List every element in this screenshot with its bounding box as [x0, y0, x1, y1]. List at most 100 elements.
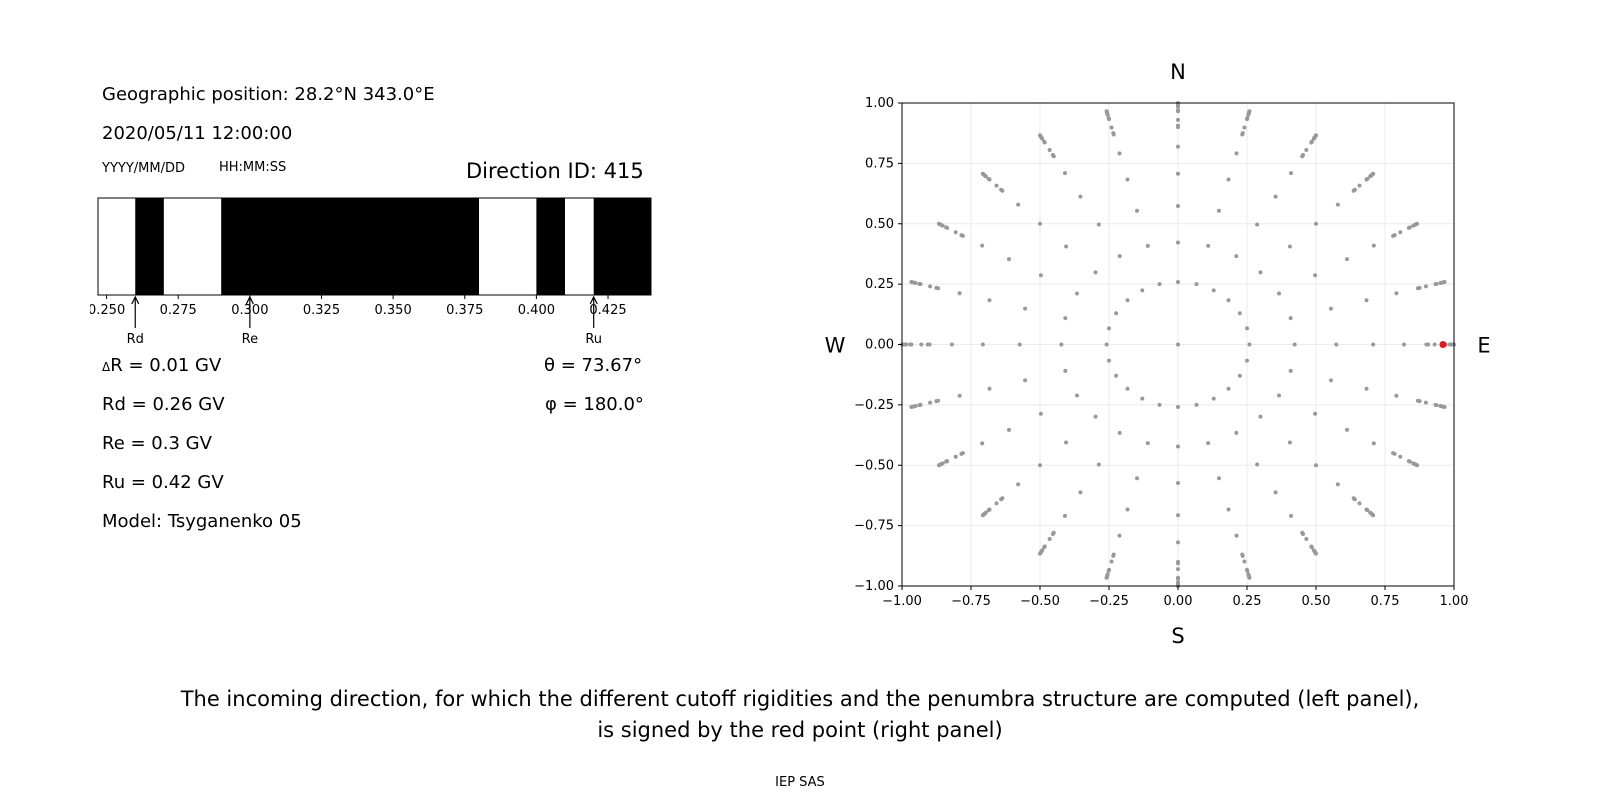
direction-point [1125, 386, 1130, 391]
direction-point [1351, 188, 1356, 193]
direction-point [1255, 462, 1260, 467]
x-tick-label: 0.25 [1233, 594, 1262, 609]
direction-point [987, 386, 992, 391]
direction-point [1245, 326, 1249, 331]
direction-point [1234, 254, 1239, 259]
y-tick-label: 0.50 [865, 217, 894, 232]
direction-point [1038, 463, 1042, 468]
direction-point [1107, 358, 1111, 363]
direction-point [1226, 386, 1231, 391]
direction-point [1398, 454, 1403, 459]
direction-point [917, 403, 922, 408]
direction-point [1287, 244, 1292, 249]
direction-point [1176, 108, 1180, 113]
direction-point [1176, 342, 1180, 347]
direction-point [1357, 501, 1362, 506]
direction-point [1365, 508, 1370, 513]
direction-point [1176, 125, 1180, 130]
direction-point [1023, 378, 1028, 383]
direction-point [1038, 411, 1043, 416]
direction-point [1176, 117, 1180, 122]
direction-point [1364, 298, 1369, 303]
direction-point [928, 400, 933, 405]
direction-point [982, 511, 987, 516]
direction-point [1145, 243, 1150, 248]
time-format-label: HH:MM:SS [219, 160, 287, 175]
direction-point [1351, 496, 1356, 501]
direction-point [1234, 533, 1239, 538]
x-tick-label: 0.400 [518, 303, 555, 318]
direction-point [1391, 451, 1396, 456]
direction-point [1391, 233, 1396, 238]
direction-point [1000, 496, 1005, 501]
highlight-point [1439, 341, 1447, 348]
direction-point [1394, 291, 1399, 296]
direction-point [1292, 342, 1297, 347]
direction-point [994, 501, 999, 506]
direction-point [1334, 342, 1339, 347]
direction-point [928, 284, 933, 289]
direction-point [1074, 291, 1079, 296]
direction-point [1289, 171, 1294, 176]
direction-point [1176, 513, 1180, 518]
direction-point [1237, 373, 1242, 378]
x-tick-label: −1.00 [882, 594, 922, 609]
direction-point [1006, 257, 1011, 262]
x-tick-label: −0.25 [1089, 594, 1129, 609]
direction-point [1328, 378, 1333, 383]
direction-point [1039, 549, 1044, 554]
direction-point [1234, 151, 1239, 156]
direction-point [902, 342, 907, 347]
direction-point [919, 342, 924, 347]
direction-point [1369, 173, 1374, 178]
direction-point [1300, 530, 1305, 535]
direction-point [1415, 286, 1420, 291]
theta-value: θ = 73.67° [544, 355, 643, 376]
datetime: 2020/05/11 12:00:00 [102, 123, 293, 144]
direction-point [939, 462, 944, 467]
direction-point [1109, 125, 1114, 130]
direction-point [1258, 414, 1263, 419]
direction-point [1423, 400, 1428, 405]
direction-point [1423, 284, 1428, 289]
direction-point [1288, 316, 1293, 321]
x-tick-label: 0.00 [1164, 594, 1193, 609]
direction-point [1176, 279, 1180, 284]
direction-point [1051, 530, 1056, 535]
compass-north: N [1170, 60, 1186, 84]
direction-point [1047, 537, 1052, 542]
direction-point [1273, 194, 1278, 199]
direction-point [936, 286, 941, 291]
y-tick-label: −0.25 [854, 398, 894, 413]
compass-east: E [1477, 334, 1490, 358]
direction-point [960, 451, 965, 456]
caption-line-2: is signed by the red point (right panel) [597, 718, 1003, 742]
direction-point [1106, 568, 1111, 573]
marker-label-re: Re [242, 332, 258, 347]
x-tick-label: −0.75 [951, 594, 991, 609]
direction-point [1135, 476, 1140, 481]
x-tick-label: −0.50 [1020, 594, 1060, 609]
direction-point [1247, 342, 1252, 347]
direction-point [1016, 202, 1021, 207]
direction-point [1246, 111, 1251, 116]
direction-point [1125, 298, 1130, 303]
direction-point [1000, 188, 1005, 193]
marker-arrowhead [589, 295, 598, 305]
direction-point [1287, 440, 1292, 445]
direction-point [1309, 545, 1314, 550]
direction-point [980, 441, 985, 446]
direction-point [1313, 411, 1318, 416]
y-tick-label: 0.00 [865, 338, 894, 353]
direction-point [1439, 280, 1444, 285]
direction-point [1245, 358, 1249, 363]
direction-point [1176, 559, 1180, 564]
direction-point [1314, 221, 1318, 226]
direction-point [1216, 208, 1221, 213]
direction-point [1371, 243, 1376, 248]
direction-point [1313, 273, 1318, 278]
direction-point [960, 233, 965, 238]
direction-point [1245, 116, 1250, 121]
direction-point [986, 508, 991, 513]
x-tick-label: 0.75 [1371, 594, 1400, 609]
